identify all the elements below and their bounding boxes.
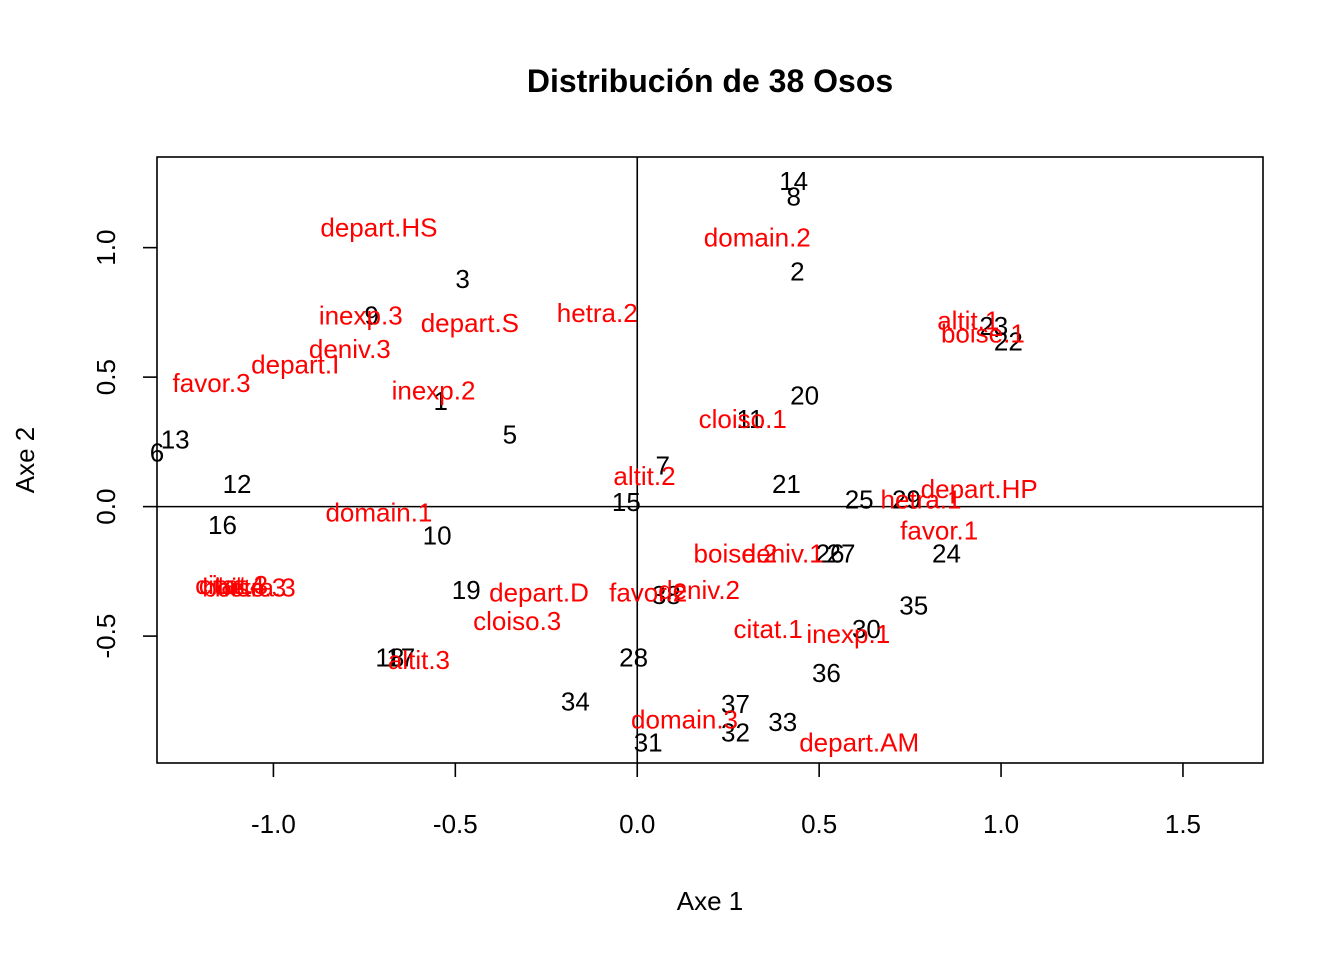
category-point-label: favor.2 bbox=[609, 578, 687, 608]
category-point-label: boise.3 bbox=[202, 572, 286, 602]
x-tick-label: -0.5 bbox=[433, 809, 478, 839]
category-point-label: boise.1 bbox=[941, 319, 1025, 349]
axis-ticks: -1.0 -0.5 0.0 0.5 1.0 1.5 -0.5 0.0 0.5 1.0 bbox=[91, 230, 1201, 839]
category-point-label: depart.I bbox=[251, 350, 339, 380]
category-point-label: depart.AM bbox=[799, 728, 919, 758]
category-point-label: hetra.1 bbox=[881, 484, 962, 514]
individual-point-label: 34 bbox=[561, 686, 590, 716]
category-point-label: domain.2 bbox=[704, 223, 811, 253]
x-tick-label: 1.5 bbox=[1165, 809, 1201, 839]
individual-point-label: 2 bbox=[790, 256, 804, 286]
category-point-label: altit.3 bbox=[388, 645, 450, 675]
x-tick-label: 0.5 bbox=[801, 809, 837, 839]
individual-point-label: 18 bbox=[375, 642, 404, 672]
y-tick-label: 1.0 bbox=[91, 230, 121, 266]
y-tick-label: 0.5 bbox=[91, 359, 121, 395]
category-point-label: citat.1 bbox=[734, 614, 803, 644]
category-point-label: altit.1 bbox=[937, 306, 999, 336]
individual-point-label: 26 bbox=[816, 539, 845, 569]
individual-point-label: 36 bbox=[812, 658, 841, 688]
category-point-label: domain.1 bbox=[325, 497, 432, 527]
individual-point-label: 22 bbox=[994, 326, 1023, 356]
category-point-label: citat.3 bbox=[199, 570, 268, 600]
category-point-label: cloiso.1 bbox=[699, 404, 787, 434]
individual-point-label: 17 bbox=[386, 642, 415, 672]
individual-point-label: 32 bbox=[721, 717, 750, 747]
category-point-label: inexp.2 bbox=[392, 376, 476, 406]
individual-point-label: 35 bbox=[899, 590, 928, 620]
individual-point-label: 13 bbox=[161, 425, 190, 455]
individual-point-label: 7 bbox=[655, 451, 669, 481]
individual-point-label: 1 bbox=[434, 386, 448, 416]
individual-point-label: 31 bbox=[634, 728, 663, 758]
individual-point-label: 27 bbox=[827, 539, 856, 569]
individual-point-label: 8 bbox=[786, 181, 800, 211]
individual-point-label: 20 bbox=[790, 381, 819, 411]
individual-point-label: 24 bbox=[932, 539, 961, 569]
plot-frame bbox=[156, 156, 1264, 764]
x-tick-label: 0.0 bbox=[619, 809, 655, 839]
individual-point-label: 37 bbox=[721, 689, 750, 719]
category-point-label: depart.HS bbox=[320, 212, 437, 242]
individual-point-label: 11 bbox=[737, 404, 764, 434]
category-point-label: depart.HP bbox=[921, 474, 1038, 504]
y-axis-label: Axe 2 bbox=[10, 427, 40, 494]
category-point-label: inexp.1 bbox=[806, 619, 890, 649]
chart-title: Distribución de 38 Osos bbox=[527, 63, 893, 99]
individual-point-label: 21 bbox=[772, 469, 801, 499]
category-point-label: inexp.3 bbox=[319, 300, 403, 330]
category-point-label: favor.1 bbox=[900, 515, 978, 545]
category-point-label: citat.4 bbox=[195, 570, 264, 600]
individual-point-label: 9 bbox=[364, 300, 378, 330]
individual-point-label: 10 bbox=[423, 521, 452, 551]
category-point-label: deniv.2 bbox=[658, 575, 740, 605]
category-point-label: hetra.2 bbox=[557, 298, 638, 328]
category-point-label: favor.3 bbox=[173, 368, 251, 398]
individual-point-label: 30 bbox=[852, 614, 881, 644]
individual-point-label: 23 bbox=[979, 311, 1008, 341]
individual-point-label: 28 bbox=[619, 642, 648, 672]
individual-point-label: 14 bbox=[779, 166, 808, 196]
category-point-label: altit.2 bbox=[613, 461, 675, 491]
category-point-label: boise.2 bbox=[694, 539, 778, 569]
individual-point-label: 12 bbox=[223, 469, 252, 499]
individual-point-label: 33 bbox=[768, 707, 797, 737]
category-point-label: hetra.3 bbox=[215, 572, 296, 602]
category-point-label: deniv.1 bbox=[742, 539, 824, 569]
individual-point-label: 16 bbox=[208, 510, 237, 540]
individual-point-label: 5 bbox=[503, 420, 517, 450]
y-tick-label: -0.5 bbox=[91, 614, 121, 659]
y-tick-label: 0.0 bbox=[91, 489, 121, 525]
category-point-label: domain.3 bbox=[631, 704, 738, 734]
category-point-label: depart.D bbox=[489, 578, 589, 608]
individual-point-label: 38 bbox=[652, 580, 681, 610]
individual-point-label: 3 bbox=[455, 264, 469, 294]
category-point-label: cloiso.3 bbox=[473, 606, 561, 636]
x-axis-label: Axe 1 bbox=[677, 886, 744, 916]
individual-point-label: 29 bbox=[892, 484, 921, 514]
individual-point-label: 19 bbox=[452, 575, 481, 605]
x-tick-label: 1.0 bbox=[983, 809, 1019, 839]
individual-point-label: 15 bbox=[612, 487, 641, 517]
individual-point-label: 25 bbox=[845, 484, 874, 514]
category-point-label: depart.S bbox=[421, 308, 519, 338]
x-tick-label: -1.0 bbox=[251, 809, 296, 839]
category-point-label: deniv.3 bbox=[309, 334, 391, 364]
